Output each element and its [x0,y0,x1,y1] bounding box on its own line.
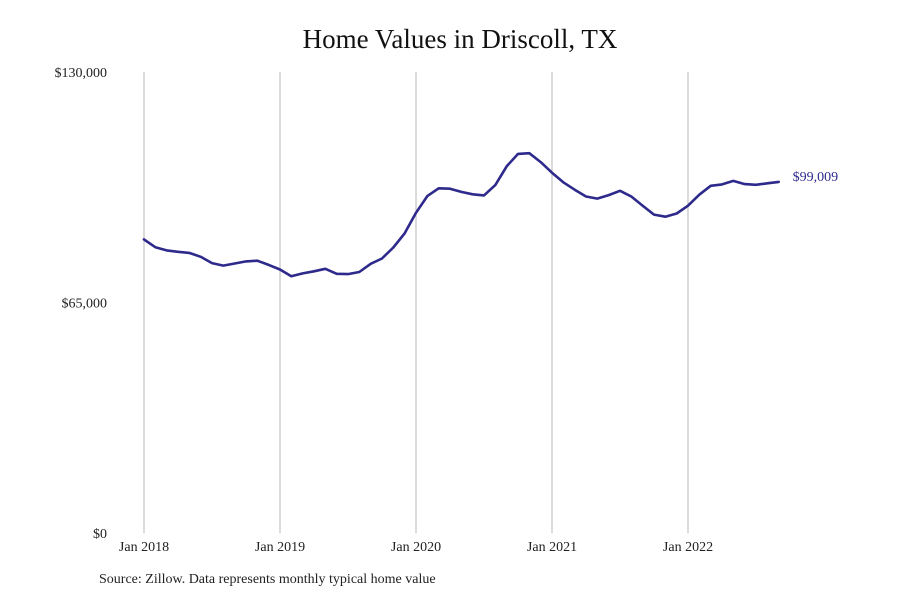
x-tick-label: Jan 2020 [391,540,441,555]
series-line [142,151,781,278]
y-tick-label: $130,000 [55,66,108,81]
end-value-label: $99,009 [793,170,839,185]
x-tick-label: Jan 2019 [255,540,305,555]
y-tick-label: $65,000 [62,297,108,312]
source-note: Source: Zillow. Data represents monthly … [99,572,436,587]
y-tick-label: $0 [93,527,107,542]
x-tick-label: Jan 2022 [663,540,713,555]
x-tick-label: Jan 2018 [119,540,169,555]
x-tick-label: Jan 2021 [527,540,577,555]
chart-title: Home Values in Driscoll, TX [302,24,618,54]
